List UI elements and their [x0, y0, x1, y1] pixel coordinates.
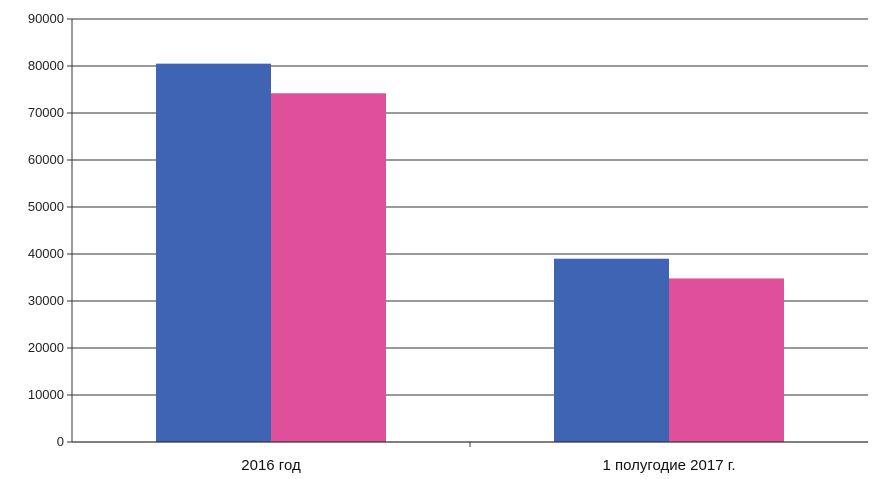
y-tick-label: 20000 — [28, 340, 64, 355]
y-tick-label: 40000 — [28, 246, 64, 261]
y-tick-label: 80000 — [28, 58, 64, 73]
y-axis: 0 10000 20000 30000 40000 50000 60000 70000 8000… — [28, 11, 73, 449]
bar-1-2 — [554, 258, 669, 442]
bars — [156, 63, 784, 443]
bar-2-2 — [669, 278, 784, 442]
y-tick-label: 90000 — [28, 11, 64, 26]
bar-2-1 — [271, 93, 386, 442]
y-tick-label: 60000 — [28, 152, 64, 167]
bar-1-1 — [156, 63, 271, 443]
x-category-label: 1 полугодие 2017 г. — [602, 457, 735, 474]
y-tick-label: 50000 — [28, 199, 64, 214]
y-tick-label: 70000 — [28, 105, 64, 120]
y-tick-label: 0 — [57, 434, 64, 449]
y-tick-label: 30000 — [28, 293, 64, 308]
x-axis: 2016 год 1 полугодие 2017 г. — [72, 441, 868, 474]
y-tick-label: 10000 — [28, 387, 64, 402]
x-category-label: 2016 год — [241, 457, 301, 474]
